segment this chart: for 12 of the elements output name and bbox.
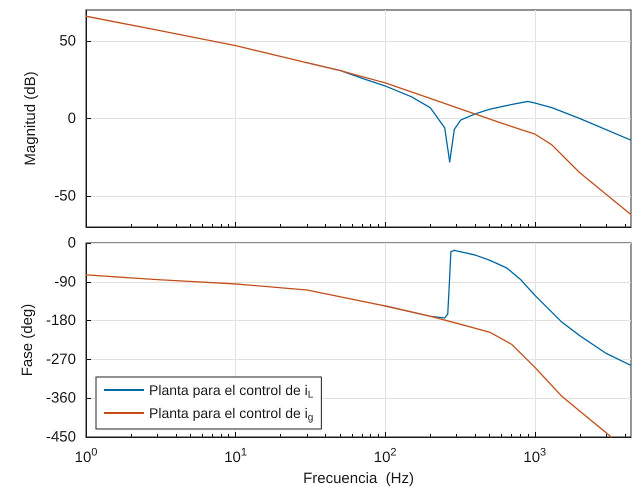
y-tick-label: 0: [68, 234, 76, 252]
y-tick-label: -180: [46, 312, 76, 330]
y-axis-title: Fase (deg): [19, 304, 36, 376]
x-axis-title: Frecuencia (Hz): [303, 470, 414, 487]
y-tick-label: -360: [46, 390, 76, 407]
y-tick-label: 0: [68, 110, 76, 127]
y-tick-label: -270: [46, 350, 76, 368]
y-tick-label: 50: [59, 32, 76, 50]
y-axis-title: Magnitud (dB): [22, 71, 39, 166]
y-tick-label: -450: [46, 428, 76, 446]
y-tick-label: -50: [54, 188, 76, 204]
y-tick-label: -90: [54, 273, 76, 290]
